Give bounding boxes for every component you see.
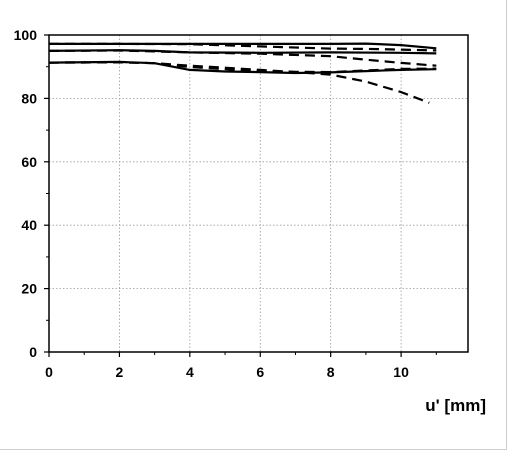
- x-tick-label: 2: [116, 364, 124, 380]
- x-tick-label: 8: [327, 364, 335, 380]
- x-tick-label: 6: [256, 364, 264, 380]
- series-line-4-dashed: [48, 49, 437, 67]
- y-tick-label: 40: [21, 217, 37, 233]
- y-tick-label: 80: [21, 90, 37, 106]
- series-line-6-dashed: [48, 61, 430, 104]
- series-line-2-dashed: [49, 42, 437, 52]
- series-line-5-solid: [48, 60, 437, 75]
- axis-ticks: [44, 34, 437, 357]
- y-tick-label: 100: [14, 27, 38, 43]
- y-tick-label: 20: [21, 281, 37, 297]
- y-tick-label: 60: [21, 154, 37, 170]
- x-tick-label: 10: [393, 364, 409, 380]
- x-tick-label: 4: [186, 364, 194, 380]
- grid-lines: [49, 35, 468, 352]
- series-layer: [48, 42, 437, 104]
- y-tick-label: 0: [29, 344, 37, 360]
- series-line-7-dashed: [48, 61, 437, 74]
- x-axis-label: u' [mm]: [425, 396, 486, 415]
- plot-border: [48, 34, 469, 353]
- x-tick-label: 0: [45, 364, 53, 380]
